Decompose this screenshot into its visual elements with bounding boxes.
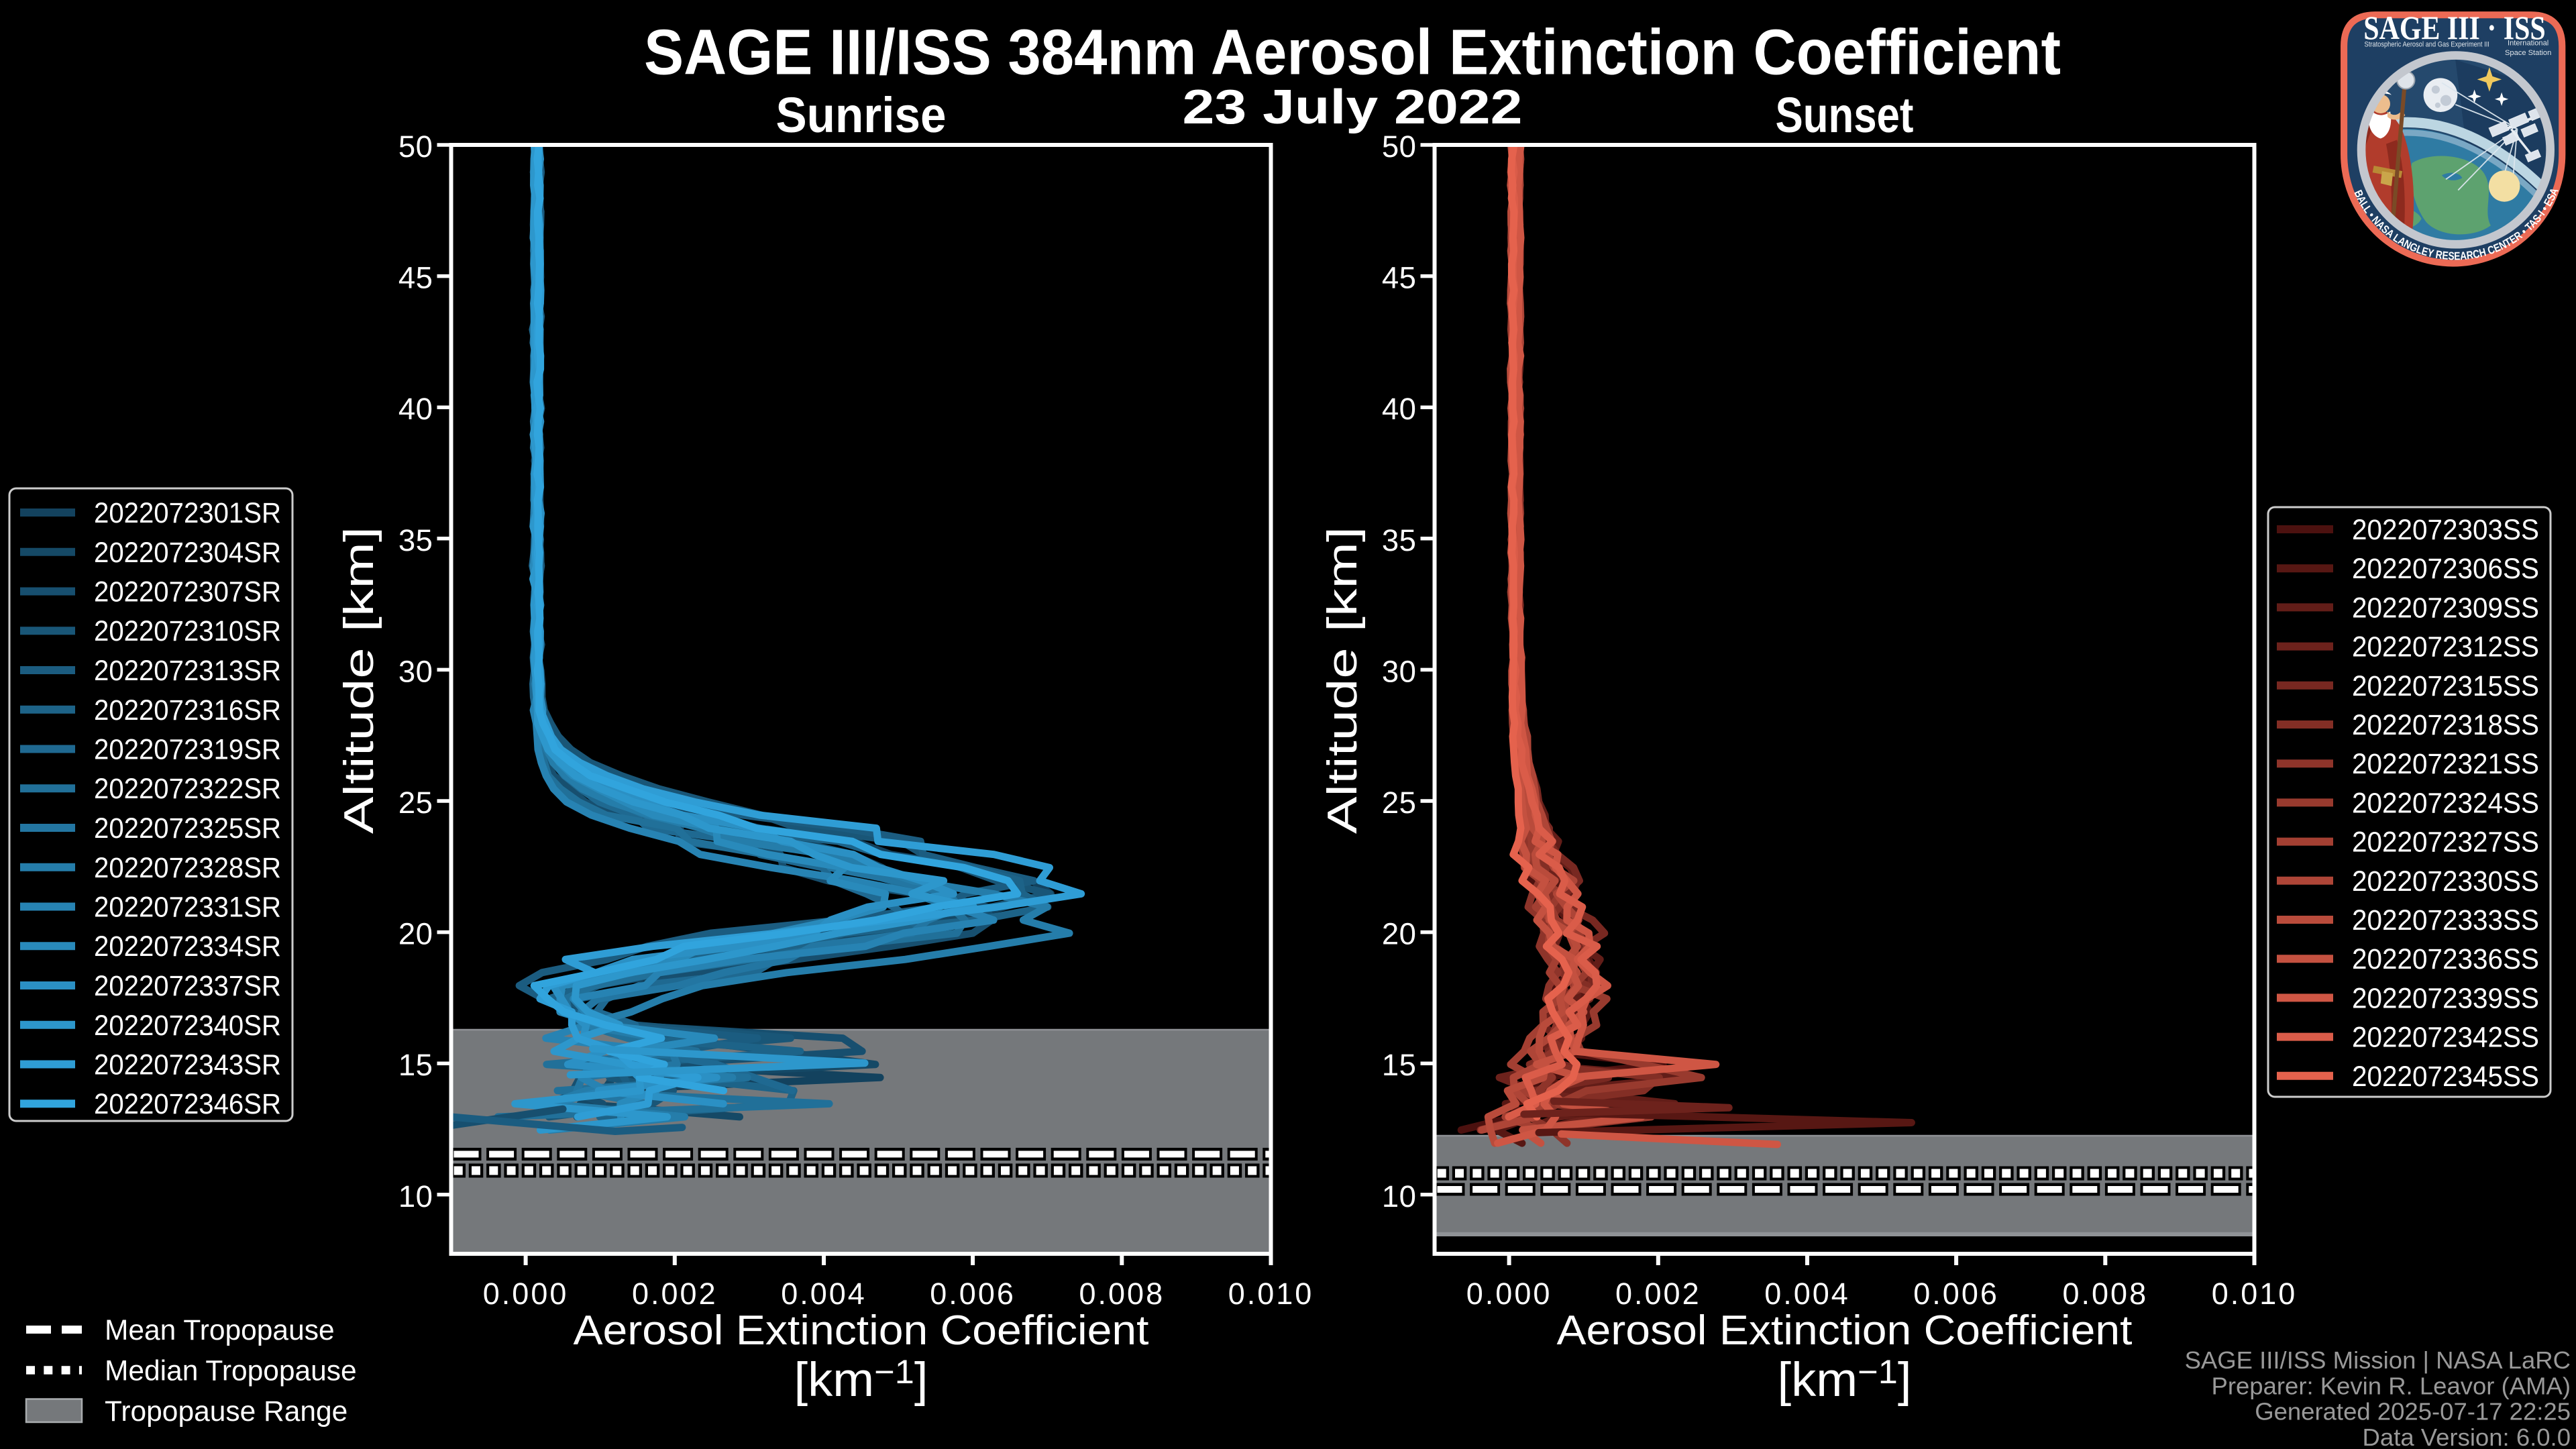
svg-text:0.000: 0.000 [483, 1277, 569, 1311]
svg-text:2022072327SS: 2022072327SS [2352, 827, 2539, 859]
svg-text:Aerosol Extinction Coefficient: Aerosol Extinction Coefficient [1557, 1307, 2133, 1354]
svg-text:Preparer: Kevin R. Leavor (AMA: Preparer: Kevin R. Leavor (AMA) [2211, 1372, 2571, 1399]
svg-text:Tropopause Range: Tropopause Range [105, 1396, 347, 1428]
svg-text:35: 35 [398, 523, 433, 557]
svg-text:2022072310SR: 2022072310SR [94, 616, 281, 647]
svg-text:SAGE III · ISS: SAGE III · ISS [2363, 9, 2545, 46]
svg-text:2022072340SR: 2022072340SR [94, 1010, 281, 1042]
svg-text:2022072346SR: 2022072346SR [94, 1089, 281, 1120]
svg-text:Aerosol Extinction Coefficient: Aerosol Extinction Coefficient [574, 1307, 1149, 1354]
svg-text:2022072345SS: 2022072345SS [2352, 1061, 2539, 1093]
svg-text:Mean Tropopause: Mean Tropopause [105, 1315, 335, 1346]
svg-text:0.002: 0.002 [632, 1277, 718, 1311]
svg-text:20: 20 [1382, 917, 1417, 951]
svg-text:SAGE III/ISS Mission | NASA La: SAGE III/ISS Mission | NASA LaRC [2185, 1346, 2571, 1374]
svg-text:2022072307SR: 2022072307SR [94, 577, 281, 608]
svg-text:0.004: 0.004 [781, 1277, 867, 1311]
svg-text:2022072306SS: 2022072306SS [2352, 553, 2539, 585]
svg-text:2022072319SR: 2022072319SR [94, 735, 281, 766]
svg-text:2022072328SR: 2022072328SR [94, 853, 281, 884]
svg-text:Data Version: 6.0.0: Data Version: 6.0.0 [2363, 1424, 2571, 1449]
svg-text:0.002: 0.002 [1615, 1277, 1701, 1311]
svg-text:0.010: 0.010 [2212, 1277, 2298, 1311]
svg-text:Altitude [km]: Altitude [km] [336, 527, 382, 834]
svg-text:0.006: 0.006 [930, 1277, 1016, 1311]
svg-text:Sunset: Sunset [1776, 87, 1914, 143]
svg-text:2022072343SR: 2022072343SR [94, 1050, 281, 1081]
svg-text:2022072342SS: 2022072342SS [2352, 1022, 2539, 1054]
svg-text:2022072337SR: 2022072337SR [94, 971, 281, 1002]
svg-text:0.008: 0.008 [2062, 1277, 2148, 1311]
svg-text:2022072325SR: 2022072325SR [94, 813, 281, 845]
svg-text:0.008: 0.008 [1079, 1277, 1165, 1311]
svg-text:30: 30 [1382, 654, 1417, 688]
svg-text:25: 25 [1382, 786, 1417, 820]
svg-text:35: 35 [1382, 523, 1417, 557]
svg-text:23 July 2022: 23 July 2022 [1183, 80, 1523, 134]
svg-text:2022072321SS: 2022072321SS [2352, 749, 2539, 780]
svg-text:2022072339SS: 2022072339SS [2352, 983, 2539, 1014]
svg-text:50: 50 [398, 129, 433, 164]
svg-text:25: 25 [398, 786, 433, 820]
svg-text:40: 40 [1382, 392, 1417, 426]
svg-text:15: 15 [1382, 1048, 1417, 1082]
svg-text:0.004: 0.004 [1764, 1277, 1850, 1311]
svg-text:2022072330SS: 2022072330SS [2352, 866, 2539, 898]
svg-text:2022072303SS: 2022072303SS [2352, 515, 2539, 546]
svg-text:30: 30 [398, 654, 433, 688]
svg-text:2022072318SS: 2022072318SS [2352, 710, 2539, 741]
svg-text:2022072304SR: 2022072304SR [94, 537, 281, 569]
svg-text:2022072331SR: 2022072331SR [94, 892, 281, 924]
svg-text:2022072324SS: 2022072324SS [2352, 788, 2539, 819]
svg-text:Sunrise: Sunrise [776, 87, 947, 143]
svg-text:45: 45 [1382, 261, 1417, 295]
svg-text:2022072334SR: 2022072334SR [94, 931, 281, 963]
svg-text:0.000: 0.000 [1466, 1277, 1552, 1311]
svg-text:0.010: 0.010 [1228, 1277, 1314, 1311]
svg-text:Generated 2025-07-17 22:25: Generated 2025-07-17 22:25 [2255, 1398, 2571, 1426]
svg-text:2022072312SS: 2022072312SS [2352, 632, 2539, 663]
svg-text:10: 10 [398, 1179, 433, 1214]
svg-text:2022072309SS: 2022072309SS [2352, 592, 2539, 624]
svg-text:Space Station: Space Station [2505, 49, 2551, 57]
svg-text:40: 40 [398, 392, 433, 426]
svg-text:2022072322SR: 2022072322SR [94, 773, 281, 805]
svg-text:2022072316SR: 2022072316SR [94, 695, 281, 727]
svg-text:2022072315SS: 2022072315SS [2352, 671, 2539, 702]
svg-text:2022072336SS: 2022072336SS [2352, 944, 2539, 975]
svg-text:0.006: 0.006 [1913, 1277, 1999, 1311]
svg-text:2022072313SR: 2022072313SR [94, 655, 281, 687]
svg-text:2022072333SS: 2022072333SS [2352, 905, 2539, 936]
svg-text:10: 10 [1382, 1179, 1417, 1214]
svg-text:50: 50 [1382, 129, 1417, 164]
svg-text:15: 15 [398, 1048, 433, 1082]
svg-text:SAGE III/ISS 384nm Aerosol Ext: SAGE III/ISS 384nm Aerosol Extinction Co… [644, 17, 2061, 89]
svg-text:Stratospheric Aerosol and Gas: Stratospheric Aerosol and Gas Experiment… [2364, 41, 2489, 49]
svg-text:Median Tropopause: Median Tropopause [105, 1356, 357, 1387]
svg-text:International: International [2508, 40, 2548, 48]
svg-text:2022072301SR: 2022072301SR [94, 498, 281, 529]
svg-text:Altitude [km]: Altitude [km] [1320, 527, 1366, 834]
svg-text:20: 20 [398, 917, 433, 951]
svg-text:45: 45 [398, 261, 433, 295]
